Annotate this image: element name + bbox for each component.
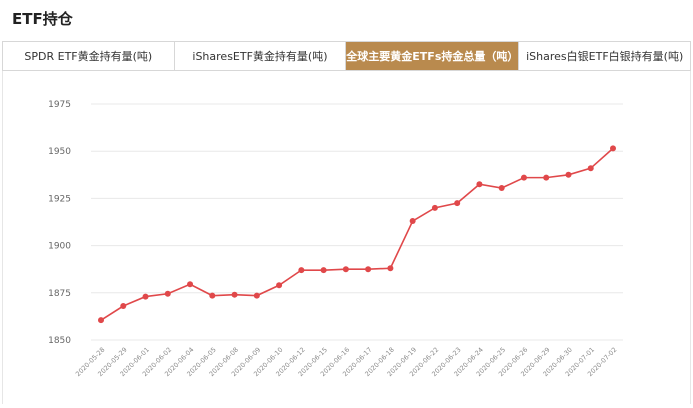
data-point[interactable] [231,291,238,298]
y-tick-label: 1900 [48,242,71,252]
tab-global-gold-etfs[interactable]: 全球主要黄金ETFs持金总量（吨） [346,42,520,70]
series-layer [98,145,616,324]
data-point[interactable] [187,281,194,288]
data-point[interactable] [142,293,149,300]
data-point[interactable] [520,174,527,181]
data-point[interactable] [120,303,127,310]
tab-bar: SPDR ETF黄金持有量(吨) iSharesETF黄金持有量(吨) 全球主要… [2,41,691,71]
y-tick-label: 1925 [48,194,71,204]
data-point[interactable] [610,145,616,152]
data-point[interactable] [409,218,416,225]
data-point[interactable] [365,266,372,273]
data-point[interactable] [320,267,327,274]
data-point[interactable] [342,266,349,273]
data-point[interactable] [498,185,505,192]
y-tick-label: 1950 [48,147,71,157]
data-point[interactable] [587,165,594,172]
data-point[interactable] [454,200,461,207]
data-point[interactable] [476,181,483,188]
data-point[interactable] [164,290,171,297]
line-chart: 1850 1875 1900 1925 1950 1975 2020-05-282020-… [48,100,623,378]
data-point[interactable] [98,317,104,324]
tab-ishares-gold[interactable]: iSharesETF黄金持有量(吨) [175,42,347,70]
tab-spdr-gold[interactable]: SPDR ETF黄金持有量(吨) [3,42,175,70]
y-tick-label: 1850 [48,336,71,346]
data-point[interactable] [387,265,394,272]
y-tick-label: 1875 [48,289,71,299]
series-line [100,147,614,321]
grid-lines [91,103,623,341]
x-axis-ticks: 2020-05-282020-05-292020-06-012020-06-02… [74,346,618,378]
data-point[interactable] [565,171,572,178]
data-point[interactable] [543,174,550,181]
y-tick-label: 1975 [48,100,71,110]
data-point[interactable] [276,282,283,289]
chart-container: 1850 1875 1900 1925 1950 1975 2020-05-28 2020-… [2,71,691,404]
tab-ishares-silver[interactable]: iShares白银ETF白银持有量(吨) [526,50,684,63]
data-point[interactable] [209,292,216,299]
page-title: ETF持仓 [12,10,73,28]
data-point[interactable] [253,292,260,299]
y-axis-ticks: 1850 1875 1900 1925 1950 1975 [48,100,71,346]
data-point[interactable] [298,267,305,274]
data-point[interactable] [431,204,438,211]
